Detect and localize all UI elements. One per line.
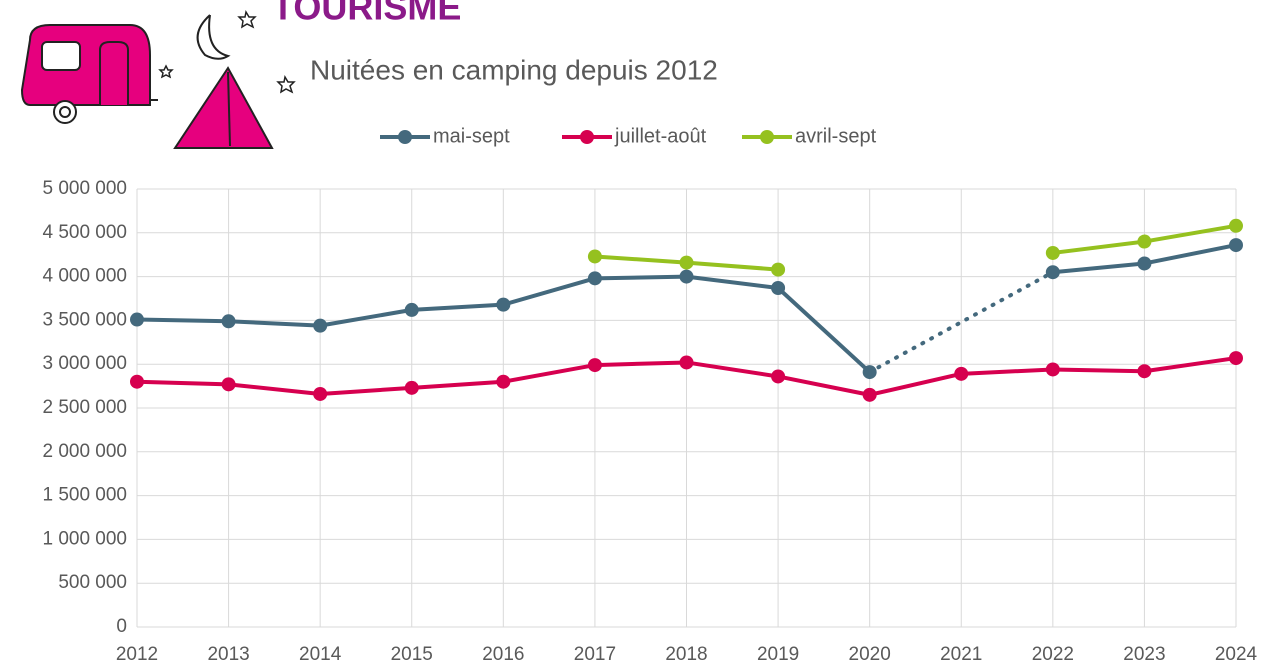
x-tick-label: 2016 <box>482 644 524 665</box>
x-tick-label: 2022 <box>1032 644 1074 665</box>
data-point <box>863 388 877 402</box>
x-tick-label: 2024 <box>1215 644 1258 665</box>
data-point <box>496 298 510 312</box>
x-tick-label: 2017 <box>574 644 616 665</box>
data-point <box>1137 256 1151 270</box>
chart: TOURISME Nuitées en camping depuis 2012 … <box>0 0 1262 670</box>
data-point <box>771 369 785 383</box>
data-point <box>680 256 694 270</box>
y-tick-label: 1 000 000 <box>42 528 127 549</box>
data-point <box>1229 351 1243 365</box>
legend-label: mai-sept <box>433 125 510 147</box>
data-point <box>1137 364 1151 378</box>
data-point <box>954 367 968 381</box>
y-tick-label: 4 500 000 <box>42 222 127 243</box>
x-tick-label: 2012 <box>116 644 158 665</box>
x-tick-label: 2018 <box>665 644 707 665</box>
y-tick-label: 1 500 000 <box>42 485 127 506</box>
data-point <box>771 281 785 295</box>
data-point <box>222 377 236 391</box>
x-tick-label: 2021 <box>940 644 982 665</box>
legend-label: avril-sept <box>795 125 877 147</box>
x-tick-label: 2019 <box>757 644 799 665</box>
x-tick-label: 2023 <box>1123 644 1165 665</box>
header-illustration <box>22 12 294 148</box>
y-tick-label: 500 000 <box>58 572 127 593</box>
y-tick-label: 0 <box>116 616 127 637</box>
y-tick-label: 4 000 000 <box>42 266 127 287</box>
data-point <box>588 271 602 285</box>
data-point <box>1046 265 1060 279</box>
y-tick-label: 3 000 000 <box>42 353 127 374</box>
data-point <box>588 358 602 372</box>
x-tick-label: 2020 <box>849 644 891 665</box>
data-point <box>130 375 144 389</box>
data-point <box>222 314 236 328</box>
data-point <box>1046 246 1060 260</box>
data-point <box>313 319 327 333</box>
legend-marker <box>760 130 774 144</box>
legend-marker <box>398 130 412 144</box>
data-point <box>405 381 419 395</box>
data-point <box>771 263 785 277</box>
y-tick-label: 5 000 000 <box>42 178 127 199</box>
y-tick-label: 3 500 000 <box>42 309 127 330</box>
data-point <box>496 375 510 389</box>
y-tick-label: 2 000 000 <box>42 441 127 462</box>
data-point <box>863 365 877 379</box>
y-tick-label: 2 500 000 <box>42 397 127 418</box>
x-tick-label: 2015 <box>391 644 433 665</box>
chart-title: TOURISME <box>272 0 461 28</box>
x-tick-label: 2014 <box>299 644 342 665</box>
data-point <box>1137 235 1151 249</box>
data-point <box>405 303 419 317</box>
x-tick-label: 2013 <box>207 644 249 665</box>
data-point <box>680 270 694 284</box>
data-point <box>313 387 327 401</box>
data-point <box>680 355 694 369</box>
chart-subtitle: Nuitées en camping depuis 2012 <box>310 54 718 85</box>
data-point <box>1046 362 1060 376</box>
data-point <box>1229 238 1243 252</box>
data-point <box>1229 219 1243 233</box>
data-point <box>130 313 144 327</box>
legend-label: juillet-août <box>614 125 707 147</box>
data-point <box>588 249 602 263</box>
legend-marker <box>580 130 594 144</box>
